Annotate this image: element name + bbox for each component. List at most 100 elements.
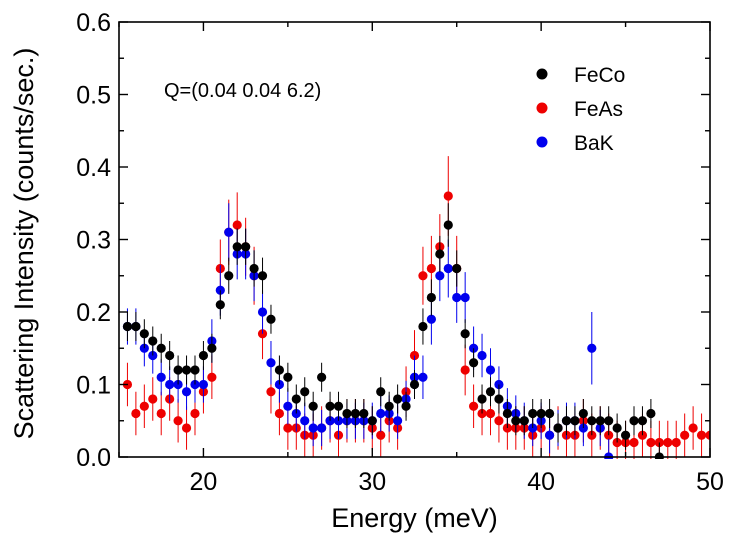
legend-marker (536, 68, 548, 80)
data-point (401, 401, 411, 411)
data-point (190, 365, 200, 375)
data-point (426, 314, 436, 324)
data-point (696, 430, 707, 440)
data-point (376, 387, 386, 397)
data-point (367, 416, 377, 426)
data-point (181, 423, 192, 433)
y-tick-label: 0.2 (76, 299, 111, 327)
data-point (198, 350, 209, 361)
x-axis-title: Energy (meV) (331, 503, 498, 533)
data-point (578, 408, 588, 419)
data-point (181, 387, 192, 397)
data-point (452, 263, 462, 274)
data-point (283, 372, 293, 382)
data-point (232, 242, 242, 252)
data-point (561, 416, 572, 426)
data-point (241, 242, 251, 252)
data-point (249, 263, 259, 274)
data-point (274, 408, 285, 419)
data-point (165, 379, 175, 390)
data-point (620, 430, 631, 440)
legend-item-feco: FeCo (536, 64, 625, 87)
data-point (536, 408, 546, 419)
data-point (207, 372, 217, 382)
data-point (443, 191, 453, 201)
data-point (257, 271, 268, 281)
legend-item-feas: FeAs (536, 98, 623, 121)
data-point (502, 408, 512, 419)
data-point (485, 408, 496, 419)
data-point (393, 416, 403, 426)
data-point (156, 408, 166, 419)
data-point (469, 358, 479, 368)
legend: FeCo FeAs BaK (536, 64, 625, 155)
data-point (519, 416, 529, 426)
data-point (544, 408, 555, 419)
legend-item-bak: BaK (536, 132, 614, 155)
data-point (384, 401, 394, 411)
y-tick-label: 0.1 (76, 372, 111, 400)
data-point (333, 401, 344, 411)
data-point (435, 249, 445, 259)
data-point (148, 394, 158, 404)
data-point (688, 423, 698, 433)
data-point (553, 423, 563, 433)
data-point (426, 263, 436, 274)
y-tick-label: 0.6 (76, 9, 111, 37)
legend-marker (536, 102, 548, 114)
y-tick-label: 0.0 (76, 444, 111, 472)
data-point (165, 350, 175, 361)
data-point (612, 423, 622, 433)
data-point (325, 401, 335, 411)
data-point (224, 271, 234, 281)
data-point (283, 401, 293, 411)
data-point (469, 401, 479, 411)
data-point (604, 416, 614, 426)
data-point (300, 387, 310, 397)
data-point (663, 437, 673, 448)
legend-label: FeCo (574, 64, 625, 87)
legend-label: FeAs (574, 98, 623, 121)
data-point (426, 292, 436, 303)
data-point (257, 307, 268, 317)
data-point (705, 430, 710, 440)
y-tick-label: 0.5 (76, 82, 111, 110)
data-point (393, 394, 403, 404)
data-point (570, 416, 580, 426)
data-point (452, 292, 462, 303)
data-point (595, 416, 605, 426)
legend-label: BaK (574, 132, 614, 155)
data-point (494, 416, 504, 426)
data-point (181, 365, 192, 375)
data-point (190, 408, 200, 419)
data-point (646, 408, 656, 419)
data-point (435, 271, 445, 281)
data-point (266, 387, 276, 397)
data-point (485, 387, 496, 397)
data-point (291, 394, 301, 404)
data-point (511, 416, 521, 426)
data-point (300, 416, 310, 426)
data-point (376, 430, 386, 440)
data-point (131, 408, 141, 419)
data-point (646, 437, 656, 448)
data-point (477, 350, 487, 361)
data-point (173, 365, 183, 375)
data-point (342, 408, 352, 419)
data-point (629, 437, 639, 448)
data-point (266, 314, 276, 324)
data-point (376, 408, 386, 419)
x-tick-label: 30 (358, 468, 386, 496)
axis-tick-labels: 20 30 40 50 0.0 0.1 0.2 0.3 0.4 0.5 0.6 (76, 9, 724, 496)
data-point (350, 408, 360, 419)
data-point (317, 372, 327, 382)
data-point (156, 343, 166, 353)
data-point (680, 430, 690, 440)
series-bak (122, 203, 614, 459)
x-tick-label: 50 (696, 468, 724, 496)
data-point (629, 416, 639, 426)
data-point (139, 329, 149, 339)
data-point (460, 292, 470, 303)
data-point (308, 423, 318, 433)
